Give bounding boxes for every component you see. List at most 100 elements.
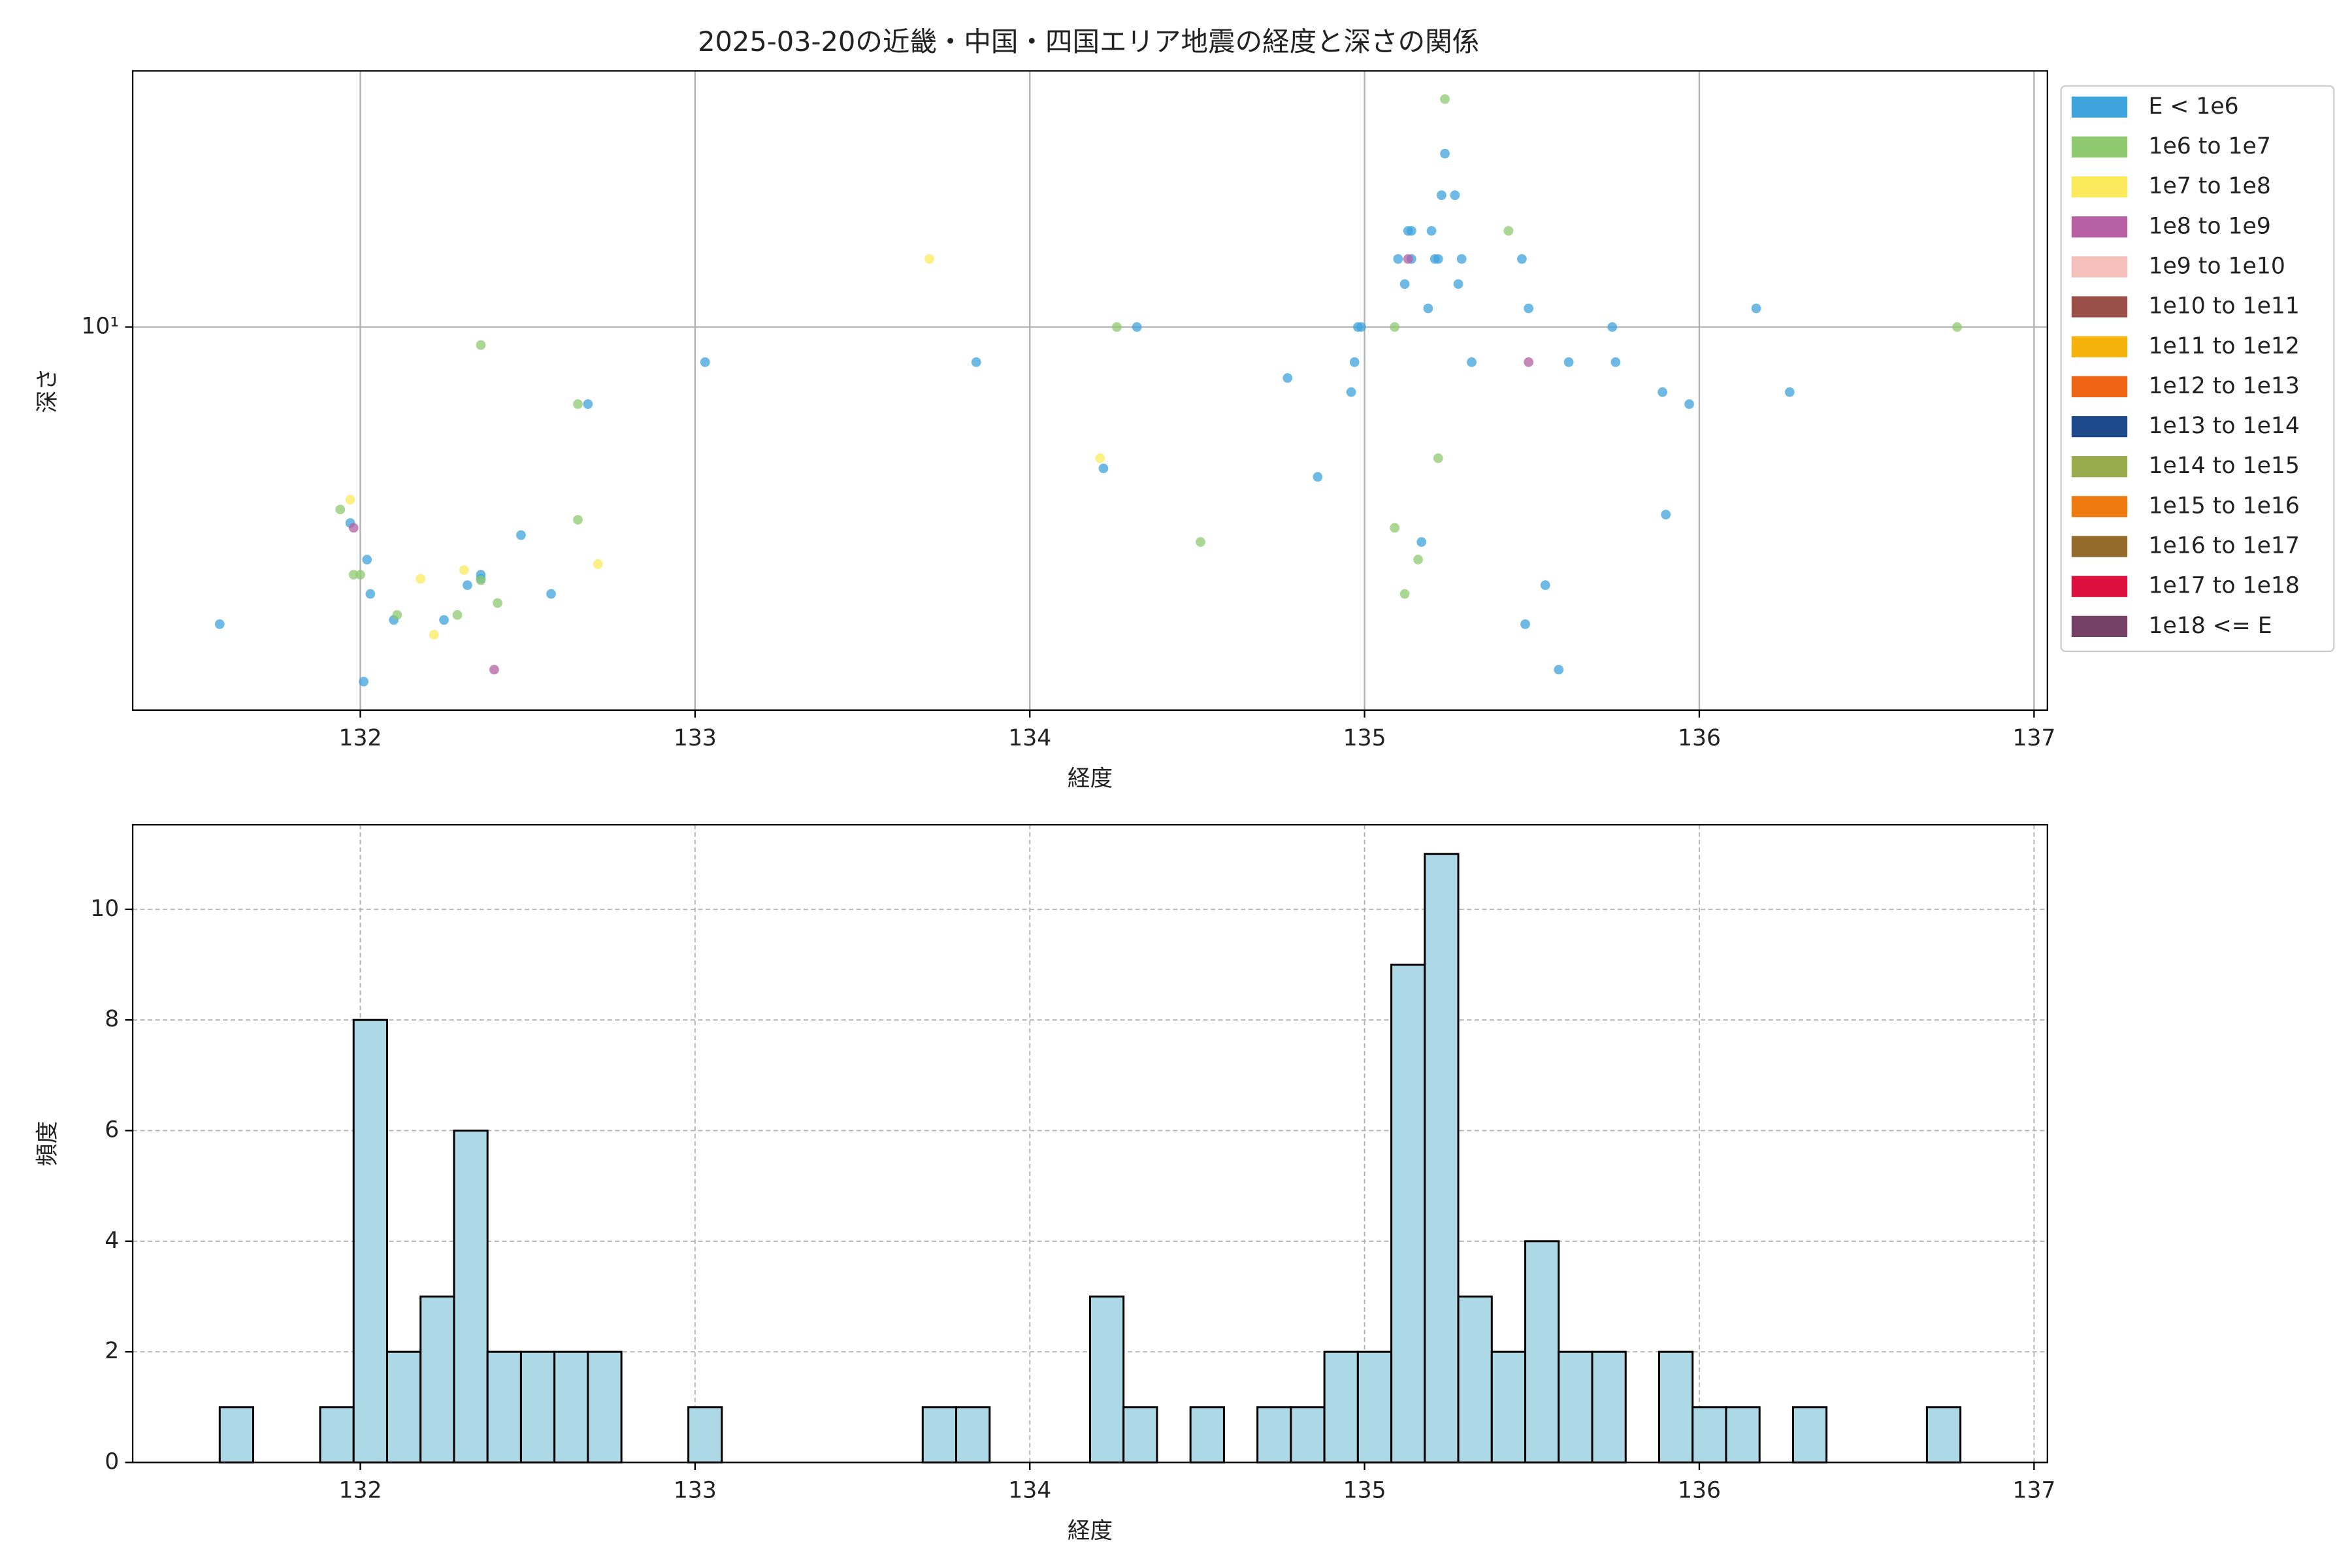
scatter-point (392, 610, 402, 620)
y-tick-label: 0 (105, 1448, 119, 1475)
scatter-point (1952, 322, 1962, 332)
plot-area: 132 133 134 135 136 137 0 2 4 6 8 10 経度 頻度 (35, 824, 2055, 1544)
histogram-bar (1490, 1350, 1527, 1463)
scatter-point (1433, 253, 1443, 264)
legend-swatch (2071, 296, 2128, 318)
scatter-point (1390, 523, 1400, 533)
histogram-bar (453, 1129, 489, 1463)
scatter-point (493, 598, 502, 608)
x-tick-label: 133 (674, 725, 717, 751)
histogram-bar (921, 1406, 958, 1463)
scatter-point (1413, 555, 1423, 564)
histogram-bar (1591, 1350, 1627, 1463)
scatter-point (573, 399, 583, 409)
y-axis-label: 頻度 (35, 1121, 61, 1166)
histogram-bar (687, 1406, 723, 1463)
histogram-bar (1925, 1406, 1962, 1463)
scatter-point (1196, 537, 1205, 547)
legend-swatch (2071, 456, 2128, 478)
scatter-point (1503, 225, 1514, 236)
scatter-point (214, 619, 225, 629)
y-tick-label: 4 (105, 1228, 119, 1254)
scatter-point (1658, 387, 1668, 397)
histogram-bar (1088, 1295, 1125, 1463)
scatter-point (362, 555, 372, 564)
scatter-point (1784, 387, 1795, 397)
x-tick-label: 132 (338, 1477, 382, 1503)
scatter-point (1406, 225, 1416, 236)
scatter-point (1349, 357, 1360, 367)
scatter-point (365, 589, 376, 599)
x-tick-label: 132 (338, 725, 382, 751)
histogram-bar (1725, 1406, 1761, 1463)
scatter-point (1517, 253, 1527, 264)
scatter-point (1426, 225, 1437, 236)
legend-swatch (2071, 376, 2128, 398)
histogram-bar (218, 1406, 255, 1463)
scatter-point (355, 570, 365, 580)
histogram-bar (955, 1406, 991, 1463)
scatter-point (1684, 399, 1694, 409)
scatter-point (489, 664, 499, 675)
legend-label: 1e18 <= E (2148, 613, 2272, 639)
scatter-point (1524, 357, 1534, 367)
scatter-point (1098, 463, 1109, 474)
histogram-bar (1524, 1240, 1560, 1463)
scatter-point (429, 630, 439, 640)
scatter-point (1399, 279, 1410, 289)
legend-label: 1e12 to 1e13 (2148, 373, 2299, 399)
histogram-bar (385, 1350, 422, 1463)
scatter-point (516, 530, 526, 540)
scatter-point (1661, 510, 1671, 520)
legend-swatch (2071, 576, 2128, 597)
scatter-point (1540, 580, 1550, 591)
chart-title: 2025-03-20の近畿・中国・四国エリア地震の経度と深さの関係 (698, 25, 1479, 57)
histogram-bar (352, 1019, 388, 1463)
scatter-point (1416, 537, 1427, 547)
scatter-point (459, 565, 469, 575)
scatter-point (1440, 148, 1450, 159)
legend-label: E < 1e6 (2148, 93, 2238, 120)
histogram-bar (1256, 1406, 1292, 1463)
scatter-point (1467, 357, 1477, 367)
histogram-bar (1691, 1406, 1727, 1463)
scatter-point (1399, 589, 1410, 599)
x-tick-label: 135 (1343, 1477, 1386, 1503)
scatter-point (583, 399, 593, 409)
x-tick-label: 136 (1678, 725, 1721, 751)
y-axis-label: 深さ (35, 368, 61, 413)
scatter-point (463, 580, 472, 591)
legend-swatch (2071, 216, 2128, 238)
legend-swatch (2071, 615, 2128, 637)
x-tick-label: 137 (2012, 725, 2055, 751)
histogram-bar (553, 1350, 589, 1463)
scatter-point (593, 559, 603, 569)
scatter-point (1282, 373, 1293, 383)
scatter-point (1313, 472, 1323, 482)
legend-box (2060, 85, 2335, 653)
axes-frame (131, 70, 2048, 711)
x-tick-label: 136 (1678, 1477, 1721, 1503)
scatter-point (1453, 279, 1463, 289)
scatter-point (348, 523, 359, 533)
histogram-bar (1658, 1350, 1694, 1463)
scatter-point (1403, 253, 1413, 264)
scatter-point (924, 253, 934, 264)
scatter-point (1095, 453, 1105, 463)
scatter-point (1393, 253, 1403, 264)
scatter-point (971, 357, 981, 367)
scatter-point (1356, 322, 1366, 332)
scatter-point (1456, 253, 1467, 264)
scatter-point (1346, 387, 1356, 397)
histogram-bar (1424, 853, 1460, 1463)
legend-label: 1e14 to 1e15 (2148, 453, 2299, 479)
legend-label: 1e8 to 1e9 (2148, 213, 2270, 239)
legend-label: 1e16 to 1e17 (2148, 533, 2299, 559)
histogram-bar (419, 1295, 455, 1463)
scatter-point (1423, 303, 1433, 314)
x-tick-label: 135 (1343, 725, 1386, 751)
histogram-bar (1323, 1350, 1359, 1463)
scatter-point (416, 574, 426, 584)
histogram-bar (1122, 1406, 1158, 1463)
